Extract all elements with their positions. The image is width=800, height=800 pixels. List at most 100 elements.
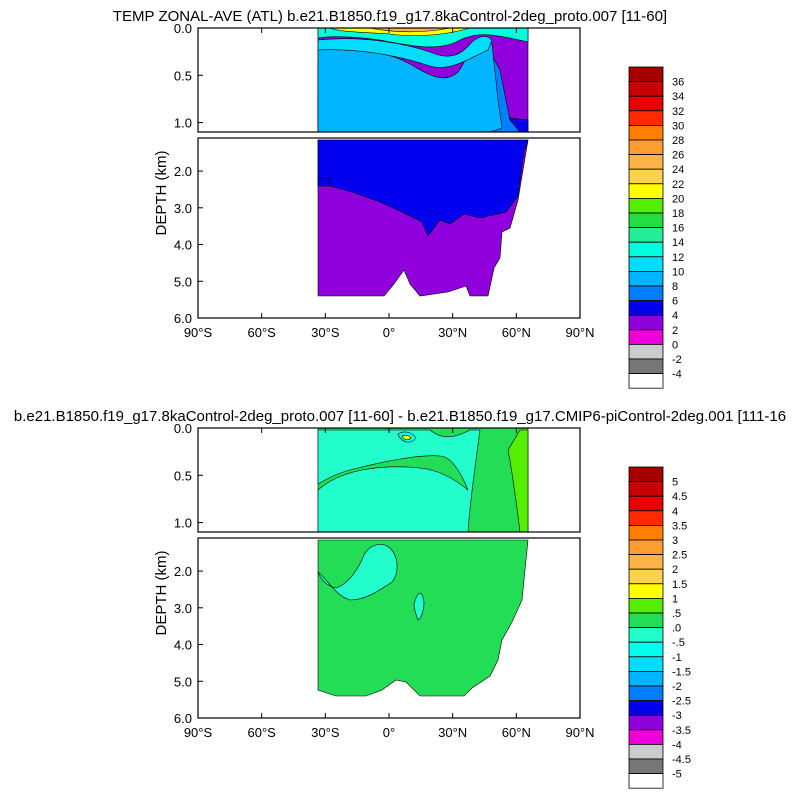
colorbar-label: -5	[672, 769, 682, 781]
colorbar-label: 2	[672, 564, 678, 576]
colorbar-label: 2.5	[672, 550, 687, 562]
contour-region	[317, 544, 398, 601]
colorbar-swatch	[628, 95, 664, 112]
colorbar-label: 8	[672, 281, 678, 293]
upper-section-fill	[317, 427, 529, 533]
colorbar-swatch	[628, 714, 664, 731]
y-tick-label: 1.0	[174, 116, 192, 131]
axis-ticks: 90°S 60°S 30°S 0° 30°N 60°N 90°N 0.0 0.5 1.0 2.0 3.…	[174, 21, 595, 340]
colorbar-swatch	[628, 285, 664, 302]
contour-region	[413, 592, 425, 621]
y-tick-label: 3.0	[174, 201, 192, 216]
colorbar-swatch	[628, 568, 664, 585]
colorbar-swatch	[628, 139, 664, 156]
contour-region	[317, 539, 529, 697]
colorbar-swatch	[628, 168, 664, 185]
colorbar-swatch	[628, 481, 664, 497]
colorbar-swatch	[628, 314, 664, 331]
x-tick-label: 90°N	[565, 325, 594, 340]
colorbar-label: 4	[672, 506, 678, 518]
contour-region	[317, 139, 529, 237]
y-tick-label: 0.0	[174, 21, 192, 36]
colorbar-swatch	[628, 656, 664, 672]
colorbar-label: -2.5	[672, 696, 691, 708]
axis-ticks: 90°S 60°S 30°S 0° 30°N 60°N 90°N 0.0 0.5 1.0 2.0 3.…	[174, 421, 595, 740]
colorbar-label: 24	[672, 164, 684, 176]
y-tick-label: 6.0	[174, 711, 192, 726]
colorbar-swatch	[628, 583, 664, 599]
x-tick-label: 30°S	[311, 325, 340, 340]
colorbar-label: -3.5	[672, 725, 691, 737]
x-tick-label: 30°N	[438, 325, 467, 340]
y-tick-label: 1.0	[174, 516, 192, 531]
contour-region	[507, 429, 529, 533]
colorbar-label: 1.5	[672, 579, 687, 591]
x-tick-label: 30°S	[311, 725, 340, 740]
y-tick-label: 4.0	[174, 638, 192, 653]
colorbar-label: .5	[672, 608, 681, 620]
y-tick-label: 0.0	[174, 421, 192, 436]
y-tick-label: 2.0	[174, 564, 192, 579]
colorbar-swatch	[628, 373, 664, 389]
upper-section-fill	[317, 27, 529, 133]
colorbar-swatch	[628, 125, 664, 141]
colorbar-label: 28	[672, 135, 684, 147]
colorbar-swatch	[628, 758, 664, 775]
colorbar-swatch	[628, 612, 664, 629]
colorbar-label: 34	[672, 91, 684, 103]
colorbar-label: -4.5	[672, 754, 691, 766]
colorbar-swatch	[628, 744, 664, 760]
colorbar-swatch	[628, 671, 664, 687]
colorbar-label: -4	[672, 739, 682, 751]
x-tick-label: 0°	[383, 325, 395, 340]
contour-region	[401, 434, 412, 441]
panel-title: b.e21.B1850.f19_g17.8kaControl-2deg_prot…	[14, 408, 786, 425]
colorbar-swatch	[628, 358, 664, 375]
colorbar-label: .0	[672, 623, 681, 635]
y-tick-label: 4.0	[174, 238, 192, 253]
colorbar-label: -1.5	[672, 666, 691, 678]
colorbar-swatch	[628, 300, 664, 316]
colorbar-label: -2	[672, 354, 682, 366]
temperature-panel: TEMP ZONAL-AVE (ATL) b.e21.B1850.f19_g17…	[113, 8, 684, 389]
colorbar-label: 20	[672, 193, 684, 205]
colorbar-swatch	[628, 641, 664, 658]
colorbar-label: 16	[672, 223, 684, 235]
colorbar-swatch	[628, 183, 664, 199]
temperature-difference-panel: b.e21.B1850.f19_g17.8kaControl-2deg_prot…	[14, 408, 786, 789]
colorbar-label: 4	[672, 310, 678, 322]
colorbar-label: -4	[672, 369, 682, 381]
y-axis-label: DEPTH (km)	[153, 151, 170, 236]
colorbar-swatch	[628, 525, 664, 541]
lower-section-fill	[317, 539, 529, 697]
x-tick-label: 60°N	[502, 325, 531, 340]
y-tick-label: 0.5	[174, 468, 192, 483]
y-tick-label: 2.0	[174, 164, 192, 179]
colorbar-label: 26	[672, 150, 684, 162]
colorbar-label: 3.5	[672, 520, 687, 532]
panel-title: TEMP ZONAL-AVE (ATL) b.e21.B1850.f19_g17…	[113, 8, 667, 25]
colorbar-swatch	[628, 343, 664, 360]
colorbar-swatch	[628, 685, 664, 702]
colorbar-swatch	[628, 227, 664, 243]
y-tick-label: 5.0	[174, 674, 192, 689]
colorbar-swatch	[628, 154, 664, 170]
colorbar-swatch	[628, 110, 664, 126]
y-axis-label: DEPTH (km)	[153, 551, 170, 636]
contour-region	[317, 177, 331, 187]
contour-region	[317, 36, 493, 68]
x-tick-label: 90°N	[565, 725, 594, 740]
colorbar-swatch	[628, 241, 664, 258]
colorbar-swatch	[628, 598, 664, 614]
colorbar-swatch	[628, 773, 664, 789]
y-tick-label: 5.0	[174, 274, 192, 289]
colorbar-swatch	[628, 212, 664, 229]
colorbar-label: -3	[672, 710, 682, 722]
colorbar-swatch	[628, 729, 664, 745]
colorbar-label: 2	[672, 325, 678, 337]
colorbar-swatch	[628, 495, 664, 512]
colorbar-swatch	[628, 510, 664, 526]
colorbar: 54.543.532.521.51.5.0-.5-1-1.5-2-2.5-3-3…	[628, 466, 691, 789]
colorbar-label: -1	[672, 652, 682, 664]
